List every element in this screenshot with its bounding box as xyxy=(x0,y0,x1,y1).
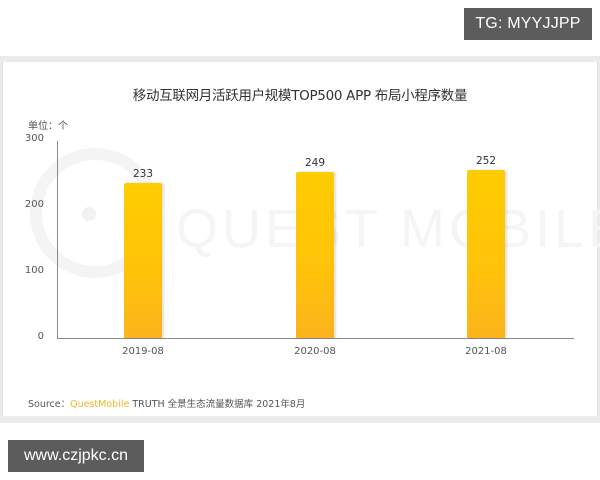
bar-2020-08 xyxy=(296,172,334,338)
x-tick-label: 2021-08 xyxy=(465,346,507,357)
bar-value-label: 249 xyxy=(304,157,326,169)
unit-label: 单位：个 xyxy=(28,121,68,132)
bar-2019-08 xyxy=(124,183,162,338)
url-watermark: www.czjpkc.cn xyxy=(8,440,144,472)
chart-title: 移动互联网月活跃用户规模TOP500 APP 布局小程序数量 xyxy=(132,88,468,104)
background-watermark-text: QUEST MOBILE xyxy=(176,199,600,259)
logo-dot-icon xyxy=(82,207,96,221)
y-tick-100: 100 xyxy=(24,265,44,276)
y-tick-300: 300 xyxy=(24,133,44,144)
y-axis-line xyxy=(57,141,58,339)
source-note: Source：QuestMobile TRUTH 全景生态流量数据库 2021年… xyxy=(28,396,305,410)
bar-value-label: 233 xyxy=(132,168,154,180)
y-tick-200: 200 xyxy=(24,199,44,210)
y-tick-0: 0 xyxy=(37,331,44,342)
x-tick-label: 2020-08 xyxy=(294,346,336,357)
x-tick-label: 2019-08 xyxy=(122,346,164,357)
source-prefix: Source： xyxy=(28,399,71,410)
bar-2021-08 xyxy=(467,170,505,338)
source-rest: TRUTH 全景生态流量数据库 2021年8月 xyxy=(129,399,306,410)
x-axis-line xyxy=(57,338,574,339)
tg-watermark: TG: MYYJJPP xyxy=(464,8,592,40)
bar-value-label: 252 xyxy=(475,155,497,167)
source-brand: QuestMobile xyxy=(70,399,130,410)
